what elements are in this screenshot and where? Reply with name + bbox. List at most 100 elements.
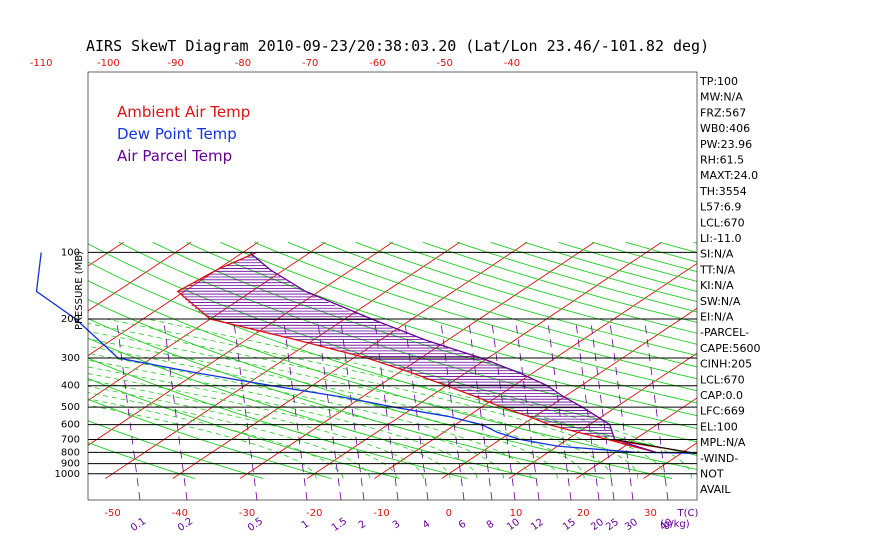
- dry-adiabat-line: [88, 398, 332, 479]
- index-entry: KI:N/A: [700, 279, 734, 292]
- pressure-tick-label: 900: [61, 459, 80, 470]
- bottom-temp-tick-label: -40: [172, 508, 188, 519]
- moist-adiabat-line: [147, 318, 692, 479]
- moist-adiabat-line: [88, 338, 585, 479]
- mixing-ratio-tick-label: 10: [505, 517, 522, 533]
- moist-adiabat-line: [88, 385, 398, 479]
- bottom-temp-tick-label: 0: [446, 508, 452, 519]
- moist-adiabat-line: [106, 318, 665, 479]
- isotherm-line: [508, 352, 697, 479]
- pressure-tick-label: 600: [61, 420, 80, 431]
- dry-adiabat-line: [88, 261, 697, 456]
- top-temp-tick-label: -60: [369, 58, 385, 69]
- mixing-ratio-line: [609, 318, 634, 500]
- dry-adiabat-line: [88, 442, 195, 479]
- mixing-ratio-tick-label: 1: [300, 519, 312, 532]
- index-entry: CAP:0.0: [700, 389, 743, 402]
- isotherm-line: [88, 241, 259, 357]
- dry-adiabat-line: [88, 357, 468, 479]
- mixing-ratio-line: [575, 318, 600, 500]
- dry-adiabat-line: [152, 241, 697, 417]
- mixing-ratio-line: [404, 318, 429, 500]
- index-entry: CINH:205: [700, 358, 752, 371]
- dry-adiabat-line: [287, 241, 697, 368]
- series-line: [176, 251, 656, 453]
- background-lines: [88, 241, 870, 500]
- bottom-temp-tick-label: -30: [239, 508, 255, 519]
- bottom-temp-tick-label: 10: [510, 508, 523, 519]
- pressure-tick-label: 1000: [55, 469, 80, 480]
- mixing-ratio-tick-label: 2: [357, 519, 369, 532]
- mixing-ratio-unit-label: (g/kg): [660, 519, 690, 530]
- axes: 1002003004005006007008009001000-120-110-…: [30, 58, 699, 534]
- dry-adiabat-line: [118, 241, 697, 429]
- mixing-ratio-line: [515, 318, 540, 500]
- mixing-ratio-tick-label: 8: [485, 519, 497, 532]
- indices-panel: TP:100 MW:N/A FRZ:567 WB0:406 PW:23.96 RH:61.…: [699, 75, 761, 496]
- temp-unit-label: T(C): [677, 508, 699, 519]
- index-entry: -PARCEL-: [700, 326, 749, 339]
- mixing-ratio-tick-label: 25: [604, 517, 621, 533]
- index-entry: MW:N/A: [700, 91, 743, 104]
- chart-title: AIRS SkewT Diagram 2010-09-23/20:38:03.2…: [86, 37, 709, 55]
- dry-adiabat-line: [88, 280, 697, 470]
- isotherm-line: [643, 442, 697, 479]
- mixing-ratio-line: [283, 318, 308, 500]
- index-entry: FRZ:567: [700, 106, 746, 119]
- index-entry: -WIND-: [700, 452, 738, 465]
- mixing-ratio-line: [317, 318, 342, 500]
- index-entry: LCL:670: [700, 216, 745, 229]
- moist-adiabat-line: [88, 323, 639, 479]
- moist-adiabat-line: [88, 398, 344, 479]
- moist-adiabat-line: [88, 366, 478, 479]
- index-entry: EI:N/A: [700, 311, 734, 324]
- mixing-ratio-line: [468, 318, 493, 500]
- isotherm-line: [845, 242, 870, 478]
- isotherm-line: [88, 241, 393, 446]
- mixing-ratio-line: [163, 318, 188, 500]
- mixing-ratio-tick-label: 30: [623, 517, 640, 533]
- mixing-ratio-tick-label: 6: [457, 519, 469, 532]
- pressure-tick-label: 300: [61, 353, 80, 364]
- top-temp-tick-label: -80: [235, 58, 251, 69]
- isotherm-line: [778, 242, 870, 478]
- dry-adiabat-line: [220, 241, 697, 392]
- dry-adiabat-line: [355, 241, 697, 345]
- index-entry: LCL:670: [700, 373, 745, 386]
- mixing-ratio-line: [440, 318, 465, 500]
- isotherm-line: [374, 262, 697, 479]
- mixing-ratio-line: [340, 318, 365, 500]
- legend-entry: Air Parcel Temp: [117, 147, 232, 165]
- dry-adiabat-line: [186, 241, 697, 404]
- mixing-ratio-line: [644, 318, 669, 500]
- top-temp-tick-label: -40: [504, 58, 520, 69]
- pressure-tick-label: 100: [61, 247, 80, 258]
- moist-adiabat-line: [88, 392, 371, 479]
- index-entry: TP:100: [699, 75, 738, 88]
- bottom-temp-tick-label: -50: [104, 508, 120, 519]
- index-entry: TH:3554: [699, 185, 747, 198]
- index-entry: EL:100: [700, 420, 738, 433]
- mixing-ratio-tick-label: 15: [561, 517, 578, 533]
- mixing-ratio-tick-label: 4: [421, 519, 433, 532]
- index-entry: NOT: [700, 468, 724, 481]
- top-temp-tick-label: -110: [30, 58, 53, 69]
- legend: Ambient Air Temp Dew Point Temp Air Parcel…: [117, 103, 250, 165]
- index-entry: LI:-11.0: [700, 232, 742, 245]
- index-entry: SI:N/A: [700, 248, 734, 261]
- mixing-ratio-tick-label: 12: [529, 517, 546, 533]
- series-line: [35, 252, 636, 453]
- bottom-temp-tick-label: 20: [577, 508, 590, 519]
- mixing-ratio-line: [590, 318, 615, 500]
- y-axis-label: PRESSURE (MB): [74, 251, 85, 330]
- index-entry: CAPE:5600: [700, 342, 761, 355]
- moist-adiabat-line: [88, 373, 451, 479]
- cape-hatch: [178, 256, 614, 437]
- top-temp-tick-label: -70: [302, 58, 318, 69]
- mixing-ratio-tick-label: 1.5: [330, 516, 349, 534]
- index-entry: L57:6.9: [700, 201, 741, 214]
- bottom-temp-tick-label: 30: [644, 508, 657, 519]
- dry-adiabat-line: [321, 241, 697, 356]
- top-temp-tick-label: -90: [167, 58, 183, 69]
